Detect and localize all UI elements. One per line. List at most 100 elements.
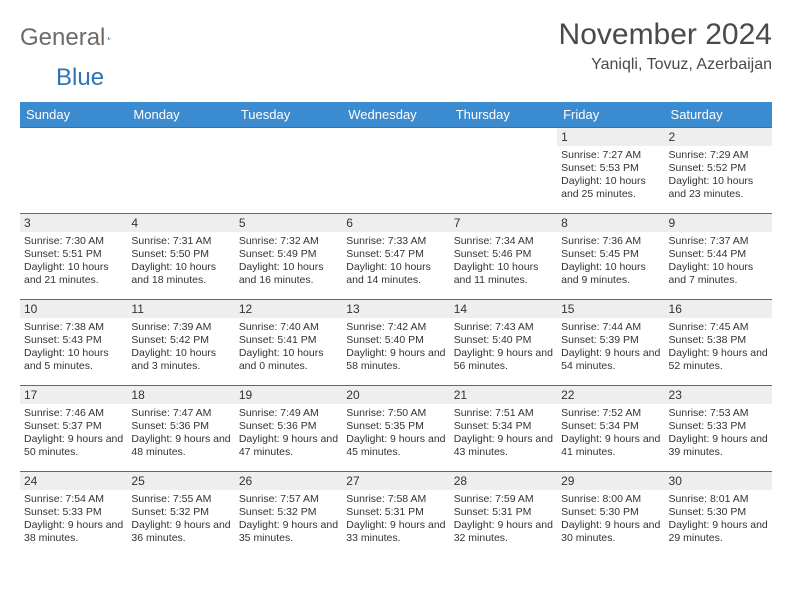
calendar-cell: 7Sunrise: 7:34 AMSunset: 5:46 PMDaylight… bbox=[450, 214, 557, 300]
calendar-cell: 30Sunrise: 8:01 AMSunset: 5:30 PMDayligh… bbox=[665, 472, 772, 558]
day-number: 24 bbox=[20, 472, 127, 490]
daylight-text: Daylight: 9 hours and 33 minutes. bbox=[346, 519, 445, 545]
calendar-cell: 23Sunrise: 7:53 AMSunset: 5:33 PMDayligh… bbox=[665, 386, 772, 472]
day-details: Sunrise: 7:45 AMSunset: 5:38 PMDaylight:… bbox=[665, 318, 772, 376]
calendar-header: SundayMondayTuesdayWednesdayThursdayFrid… bbox=[20, 102, 772, 128]
calendar-cell: 12 Sunrise: 7:40 AMSunset: 5:41 PMDayligh… bbox=[235, 300, 342, 386]
sunrise-text: Sunrise: 7:53 AM bbox=[669, 407, 768, 420]
day-details: Sunrise: 7:55 AMSunset: 5:32 PMDaylight:… bbox=[127, 490, 234, 548]
day-number: 11 bbox=[127, 300, 234, 318]
day-number: 15 bbox=[557, 300, 664, 318]
calendar-cell: 5Sunrise: 7:32 AMSunset: 5:49 PMDaylight… bbox=[235, 214, 342, 300]
day-number: 26 bbox=[235, 472, 342, 490]
day-details: Sunrise: 7:37 AMSunset: 5:44 PMDaylight:… bbox=[665, 232, 772, 290]
sunrise-text: Sunrise: 7:43 AM bbox=[454, 321, 553, 334]
sunrise-text: Sunrise: 7:59 AM bbox=[454, 493, 553, 506]
daylight-text: Daylight: 10 hours and 5 minutes. bbox=[24, 347, 123, 373]
day-header: Friday bbox=[557, 102, 664, 128]
sail-icon bbox=[107, 27, 111, 49]
day-number: 29 bbox=[557, 472, 664, 490]
daylight-text: Daylight: 10 hours and 14 minutes. bbox=[346, 261, 445, 287]
day-details: Sunrise: 8:01 AMSunset: 5:30 PMDaylight:… bbox=[665, 490, 772, 548]
sunrise-text: Sunrise: 7:40 AM bbox=[239, 321, 338, 334]
day-details: Sunrise: 7:27 AMSunset: 5:53 PMDaylight:… bbox=[557, 146, 664, 204]
calendar-cell: . bbox=[20, 128, 127, 214]
daylight-text: Daylight: 10 hours and 11 minutes. bbox=[454, 261, 553, 287]
sunset-text: Sunset: 5:41 PM bbox=[239, 334, 338, 347]
sunrise-text: Sunrise: 7:50 AM bbox=[346, 407, 445, 420]
day-number: 21 bbox=[450, 386, 557, 404]
title-block: November 2024 Yaniqli, Tovuz, Azerbaijan bbox=[559, 18, 772, 74]
day-number: 28 bbox=[450, 472, 557, 490]
day-number: 14 bbox=[450, 300, 557, 318]
calendar-week: .....1Sunrise: 7:27 AMSunset: 5:53 PMDay… bbox=[20, 128, 772, 214]
calendar-week: 3Sunrise: 7:30 AMSunset: 5:51 PMDaylight… bbox=[20, 214, 772, 300]
sunrise-text: Sunrise: 7:52 AM bbox=[561, 407, 660, 420]
calendar-cell: 8Sunrise: 7:36 AMSunset: 5:45 PMDaylight… bbox=[557, 214, 664, 300]
sunset-text: Sunset: 5:33 PM bbox=[24, 506, 123, 519]
sunset-text: Sunset: 5:39 PM bbox=[561, 334, 660, 347]
day-details: Sunrise: 7:50 AMSunset: 5:35 PMDaylight:… bbox=[342, 404, 449, 462]
day-details: Sunrise: 7:34 AMSunset: 5:46 PMDaylight:… bbox=[450, 232, 557, 290]
calendar-cell: 19Sunrise: 7:49 AMSunset: 5:36 PMDayligh… bbox=[235, 386, 342, 472]
day-number: 8 bbox=[557, 214, 664, 232]
day-number: 12 bbox=[235, 300, 342, 318]
sunrise-text: Sunrise: 7:55 AM bbox=[131, 493, 230, 506]
location-subtitle: Yaniqli, Tovuz, Azerbaijan bbox=[559, 56, 772, 74]
calendar-cell: . bbox=[127, 128, 234, 214]
calendar-cell: 3Sunrise: 7:30 AMSunset: 5:51 PMDaylight… bbox=[20, 214, 127, 300]
daylight-text: Daylight: 9 hours and 50 minutes. bbox=[24, 433, 123, 459]
sunrise-text: Sunrise: 7:37 AM bbox=[669, 235, 768, 248]
sunset-text: Sunset: 5:36 PM bbox=[131, 420, 230, 433]
daylight-text: Daylight: 9 hours and 58 minutes. bbox=[346, 347, 445, 373]
daylight-text: Daylight: 10 hours and 3 minutes. bbox=[131, 347, 230, 373]
sunset-text: Sunset: 5:40 PM bbox=[454, 334, 553, 347]
day-number: 2 bbox=[665, 128, 772, 146]
day-details: Sunrise: 7:31 AMSunset: 5:50 PMDaylight:… bbox=[127, 232, 234, 290]
day-details: Sunrise: 7:42 AMSunset: 5:40 PMDaylight:… bbox=[342, 318, 449, 376]
calendar-cell: 11Sunrise: 7:39 AMSunset: 5:42 PMDayligh… bbox=[127, 300, 234, 386]
day-details: Sunrise: 7:39 AMSunset: 5:42 PMDaylight:… bbox=[127, 318, 234, 376]
sunrise-text: Sunrise: 7:30 AM bbox=[24, 235, 123, 248]
sunrise-text: Sunrise: 7:39 AM bbox=[131, 321, 230, 334]
calendar-cell: 14 Sunrise: 7:43 AMSunset: 5:40 PMDayligh… bbox=[450, 300, 557, 386]
sunrise-text: Sunrise: 7:45 AM bbox=[669, 321, 768, 334]
calendar-cell: . bbox=[450, 128, 557, 214]
day-header: Thursday bbox=[450, 102, 557, 128]
sunset-text: Sunset: 5:49 PM bbox=[239, 248, 338, 261]
day-number: 18 bbox=[127, 386, 234, 404]
sunset-text: Sunset: 5:32 PM bbox=[131, 506, 230, 519]
day-number: 7 bbox=[450, 214, 557, 232]
sunset-text: Sunset: 5:34 PM bbox=[454, 420, 553, 433]
day-number: 4 bbox=[127, 214, 234, 232]
calendar-week: 10Sunrise: 7:38 AMSunset: 5:43 PMDayligh… bbox=[20, 300, 772, 386]
day-details: Sunrise: 7:46 AMSunset: 5:37 PMDaylight:… bbox=[20, 404, 127, 462]
day-header: Wednesday bbox=[342, 102, 449, 128]
sunrise-text: Sunrise: 7:42 AM bbox=[346, 321, 445, 334]
day-details: Sunrise: 7:59 AMSunset: 5:31 PMDaylight:… bbox=[450, 490, 557, 548]
sunset-text: Sunset: 5:46 PM bbox=[454, 248, 553, 261]
day-number: 3 bbox=[20, 214, 127, 232]
sunrise-text: Sunrise: 7:31 AM bbox=[131, 235, 230, 248]
sunrise-text: Sunrise: 7:29 AM bbox=[669, 149, 768, 162]
daylight-text: Daylight: 9 hours and 48 minutes. bbox=[131, 433, 230, 459]
sunrise-text: Sunrise: 7:46 AM bbox=[24, 407, 123, 420]
sunrise-text: Sunrise: 8:01 AM bbox=[669, 493, 768, 506]
day-number: 20 bbox=[342, 386, 449, 404]
sunrise-text: Sunrise: 7:32 AM bbox=[239, 235, 338, 248]
calendar-cell: . bbox=[235, 128, 342, 214]
day-number: 9 bbox=[665, 214, 772, 232]
calendar-week: 24Sunrise: 7:54 AMSunset: 5:33 PMDayligh… bbox=[20, 472, 772, 558]
day-number: 27 bbox=[342, 472, 449, 490]
day-details: Sunrise: 7:49 AMSunset: 5:36 PMDaylight:… bbox=[235, 404, 342, 462]
calendar-cell: 6Sunrise: 7:33 AMSunset: 5:47 PMDaylight… bbox=[342, 214, 449, 300]
daylight-text: Daylight: 10 hours and 0 minutes. bbox=[239, 347, 338, 373]
sunset-text: Sunset: 5:50 PM bbox=[131, 248, 230, 261]
daylight-text: Daylight: 9 hours and 56 minutes. bbox=[454, 347, 553, 373]
day-header: Tuesday bbox=[235, 102, 342, 128]
daylight-text: Daylight: 9 hours and 43 minutes. bbox=[454, 433, 553, 459]
sunset-text: Sunset: 5:38 PM bbox=[669, 334, 768, 347]
logo-word1: General bbox=[20, 24, 105, 52]
day-number: 19 bbox=[235, 386, 342, 404]
daylight-text: Daylight: 9 hours and 54 minutes. bbox=[561, 347, 660, 373]
